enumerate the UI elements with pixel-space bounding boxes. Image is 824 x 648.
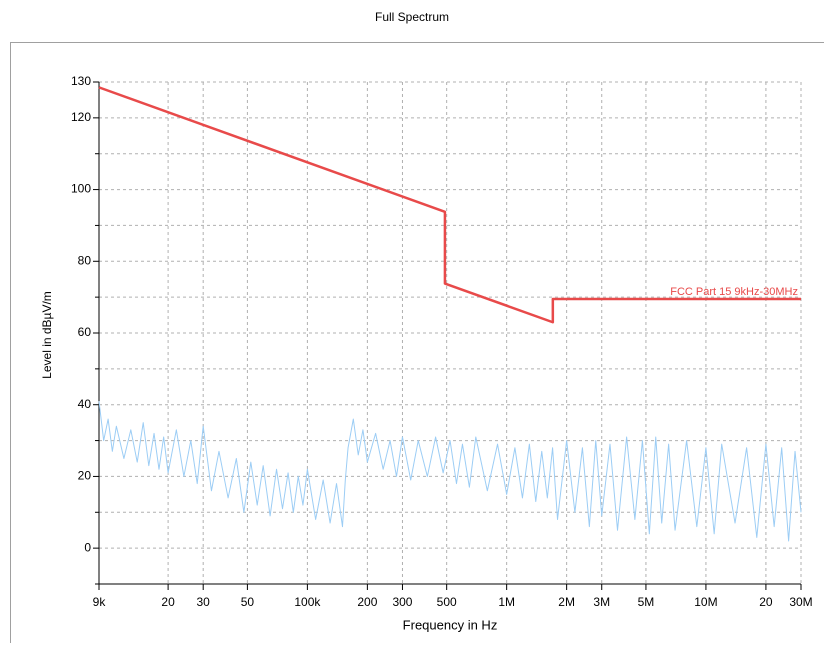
x-tick-label: 20 bbox=[759, 595, 773, 609]
y-tick-label: 130 bbox=[71, 74, 91, 88]
x-tick-label: 2M bbox=[558, 595, 575, 609]
y-tick-label: 100 bbox=[71, 182, 91, 196]
x-tick-label: 100k bbox=[294, 595, 321, 609]
x-tick-label: 1M bbox=[498, 595, 515, 609]
x-tick-label: 10M bbox=[694, 595, 717, 609]
y-tick-label: 120 bbox=[71, 110, 91, 124]
series-label: FCC Part 15 9kHz-30MHz bbox=[670, 286, 798, 298]
x-tick-label: 500 bbox=[437, 595, 457, 609]
chart-frame bbox=[11, 43, 824, 644]
y-tick-label: 0 bbox=[84, 540, 91, 554]
x-tick-label: 200 bbox=[357, 595, 377, 609]
y-axis-title: Level in dBµV/m bbox=[40, 291, 54, 379]
x-tick-label: 9k bbox=[93, 595, 107, 609]
y-tick-label: 80 bbox=[78, 253, 92, 267]
x-axis-title: Frequency in Hz bbox=[403, 617, 498, 632]
x-tick-label: 30 bbox=[197, 595, 211, 609]
y-tick-label: 20 bbox=[78, 469, 92, 483]
y-tick-label: 40 bbox=[78, 397, 92, 411]
chart-title: Full Spectrum bbox=[375, 10, 449, 24]
x-tick-label: 5M bbox=[638, 595, 655, 609]
x-tick-label: 50 bbox=[241, 595, 255, 609]
x-tick-label: 300 bbox=[392, 595, 412, 609]
series-line bbox=[99, 401, 801, 541]
x-tick-label: 30M bbox=[789, 595, 812, 609]
x-tick-label: 20 bbox=[161, 595, 175, 609]
x-tick-label: 3M bbox=[593, 595, 610, 609]
y-tick-label: 60 bbox=[78, 325, 92, 339]
